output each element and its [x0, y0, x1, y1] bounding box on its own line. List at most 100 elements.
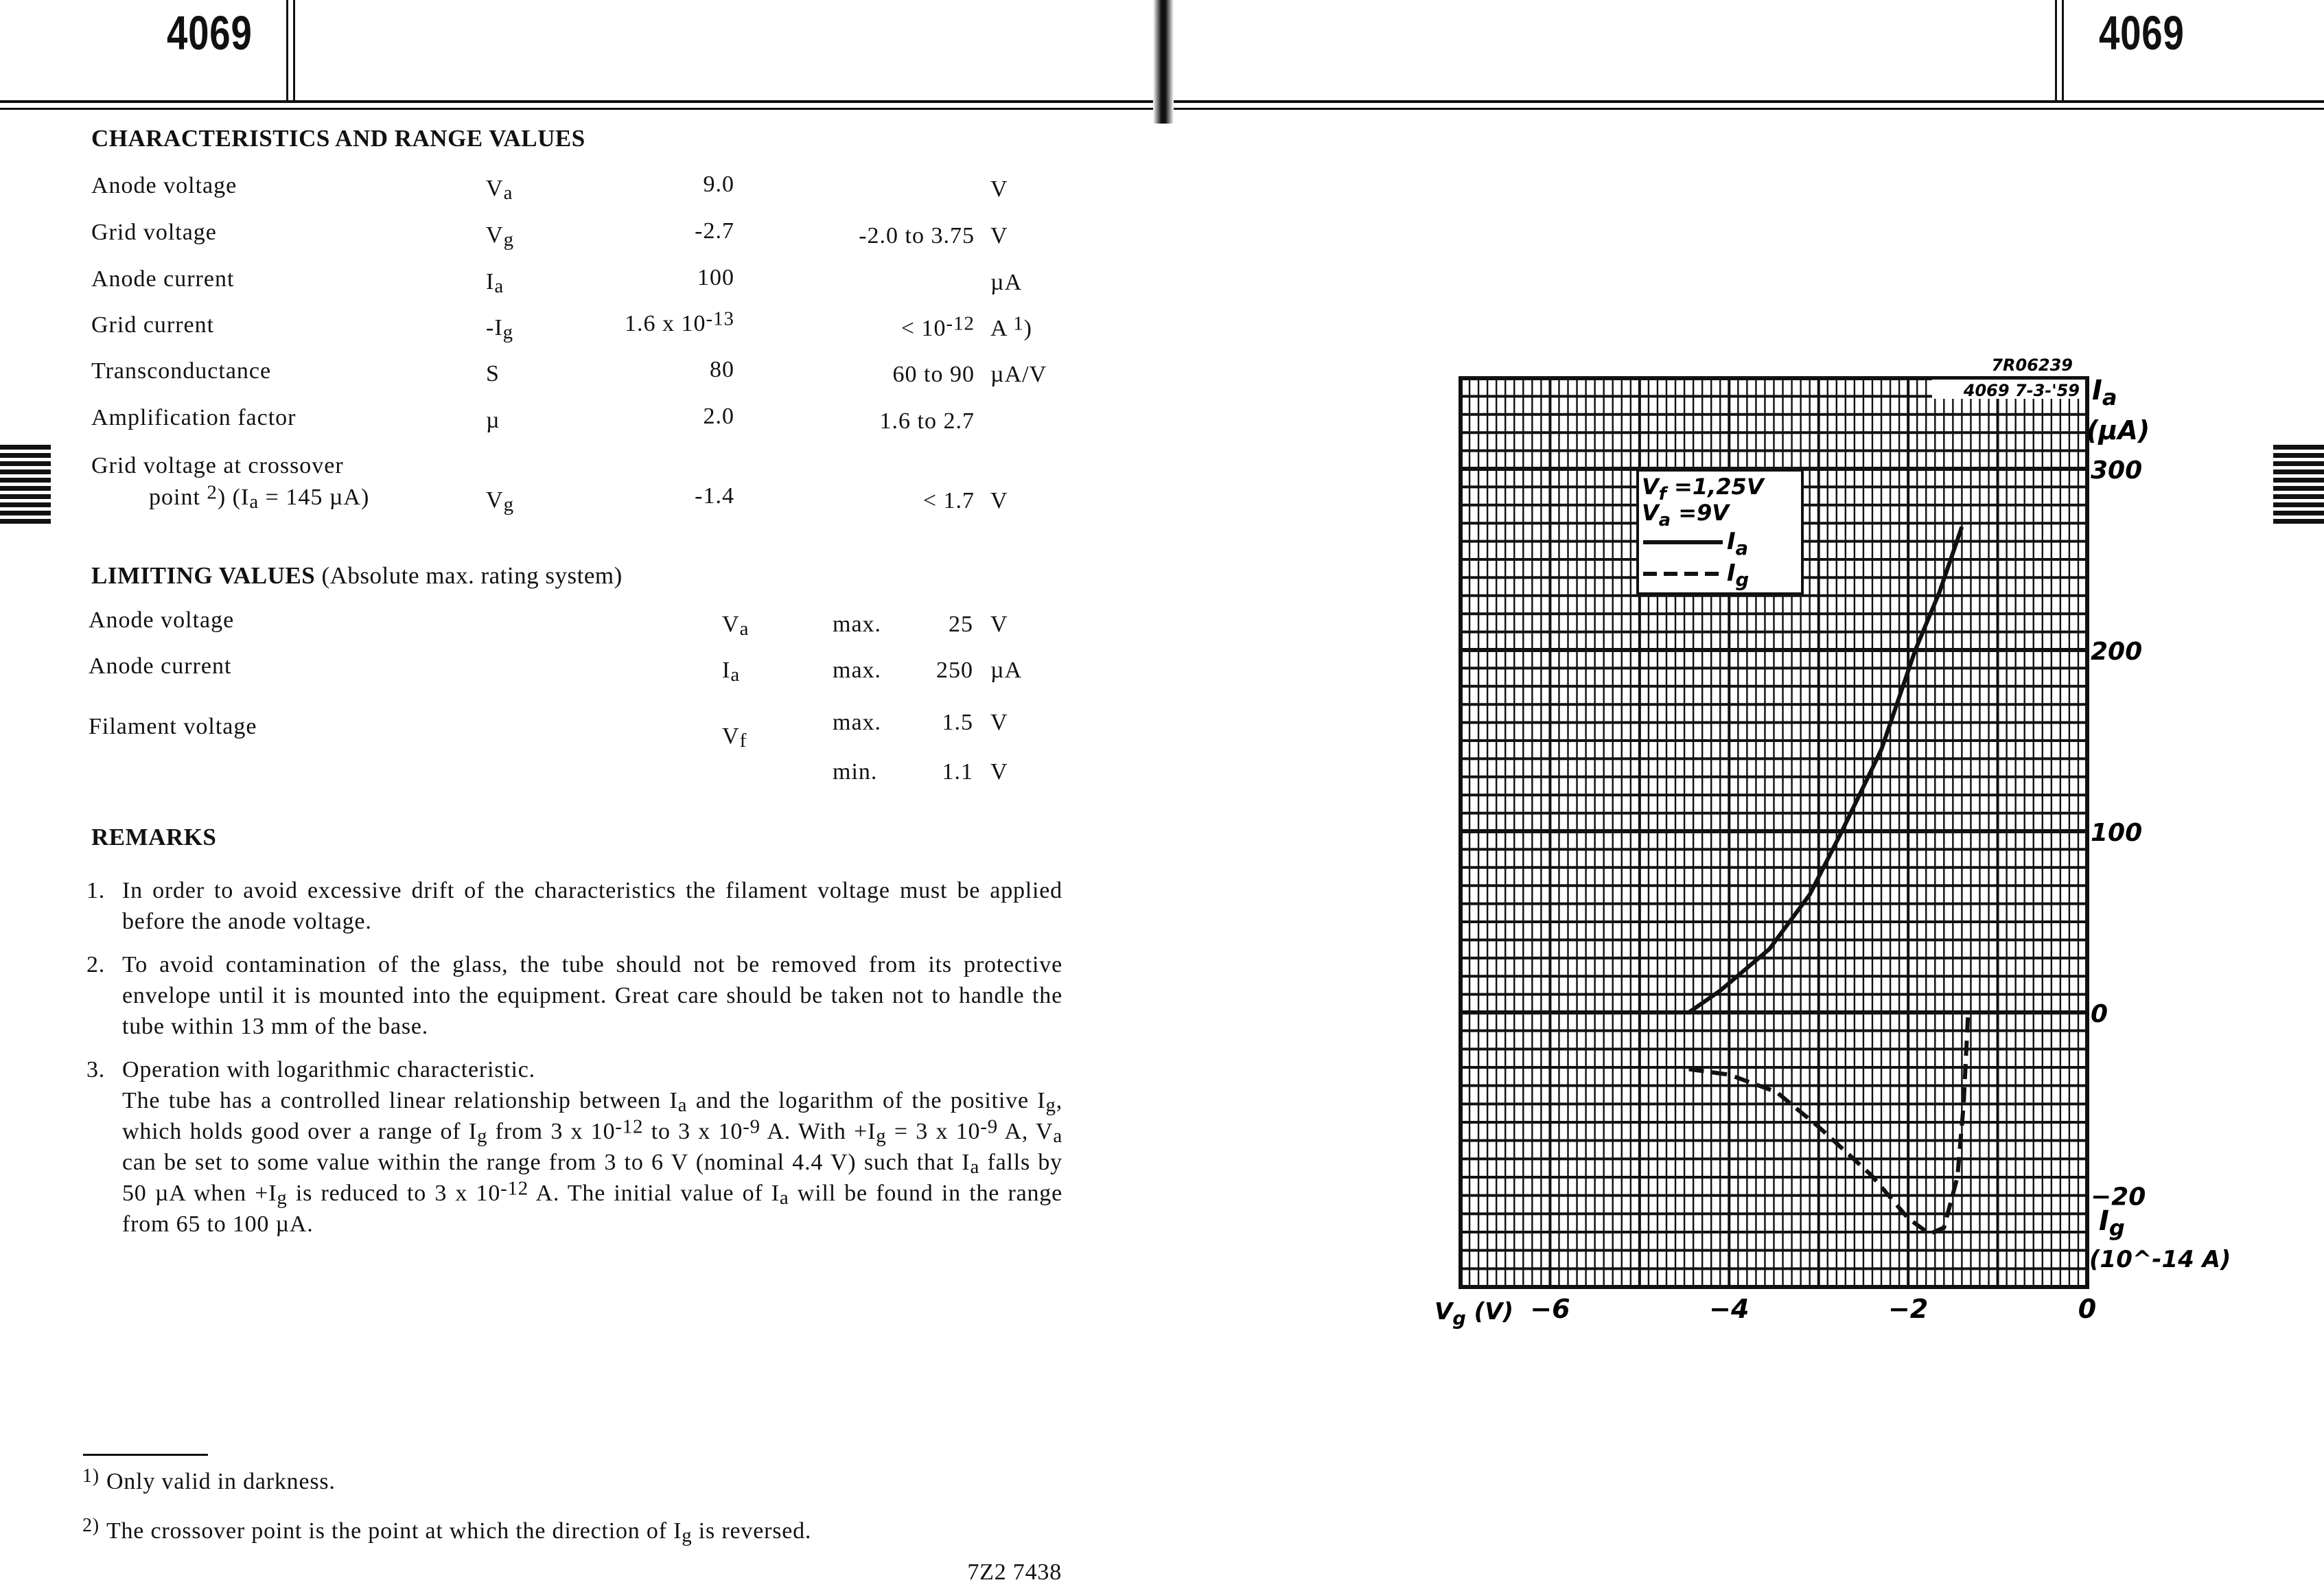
- remarks-list: 1. In order to avoid excessive drift of t…: [86, 875, 1062, 1252]
- row-symbol: Ia: [486, 269, 504, 298]
- remark-text: To avoid contamination of the glass, the…: [122, 949, 1062, 1042]
- margin-marks: [2273, 445, 2324, 527]
- footnote-1: 1) Only valid in darkness.: [82, 1465, 336, 1495]
- y-tick-label: 100: [2091, 819, 2142, 847]
- remark-paragraph: To avoid contamination of the glass, the…: [122, 952, 1062, 1039]
- series-ig: [1688, 1012, 1971, 1236]
- margin-marks: [0, 445, 51, 527]
- row-value: 250: [936, 658, 973, 683]
- binding-shadow: [1153, 0, 1174, 124]
- remark-number: 3.: [86, 1057, 106, 1082]
- limiting-row: Filament voltage Vf max. 1.5 V: [0, 710, 1098, 755]
- row-qualifier: max.: [833, 658, 882, 683]
- row-label: Grid current: [91, 312, 215, 338]
- row-range: 1.6 to 2.7: [879, 408, 975, 434]
- characteristic-row: Anode current Ia 100 µA: [0, 265, 1098, 308]
- limiting-subtitle: (Absolute max. rating system): [321, 562, 623, 589]
- remark-paragraph: In order to avoid excessive drift of the…: [122, 878, 1062, 934]
- row-unit: µA: [990, 270, 1023, 295]
- row-unit: V: [990, 759, 1008, 785]
- row-qualifier: min.: [833, 759, 878, 785]
- row-value: 9.0: [703, 172, 734, 197]
- remark-item: 3. Operation with logarithmic characteris…: [86, 1054, 1062, 1240]
- remark-paragraph: Operation with logarithmic characteristi…: [122, 1057, 535, 1082]
- characteristic-row: Amplification factor µ 2.0 1.6 to 2.7: [0, 404, 1098, 446]
- row-range: -2.0 to 3.75: [859, 223, 975, 248]
- y-upper-unit: (µA): [2087, 415, 2150, 445]
- plot-frame: [1459, 376, 2089, 1289]
- footnote-text: The crossover point is the point at whic…: [106, 1518, 812, 1547]
- y-lower-unit: (10^-14 A): [2089, 1246, 2231, 1273]
- y-upper-label: Ia: [2092, 375, 2117, 410]
- row-unit: V: [990, 710, 1008, 735]
- header-divider: [293, 0, 295, 103]
- row-value: 1.6 x 10-13: [624, 308, 734, 336]
- row-label: Anode current: [89, 653, 232, 679]
- series-ia: [1687, 526, 1964, 1014]
- y-tick-label: −20: [2091, 1183, 2146, 1211]
- row-symbol: Vg: [486, 487, 515, 516]
- row-unit: V: [990, 176, 1008, 202]
- row-unit: µA: [990, 658, 1023, 683]
- x-tick-label: −6: [1530, 1294, 1570, 1324]
- remark-number: 1.: [86, 878, 106, 903]
- row-symbol: Va: [486, 176, 513, 205]
- row-unit: µA/V: [990, 362, 1047, 387]
- footnote-mark: 1): [82, 1465, 100, 1487]
- limiting-row: min. 1.1 V: [0, 755, 1098, 796]
- footnote-text: Only valid in darkness.: [106, 1469, 336, 1494]
- figure-code: 7Z2 7438: [967, 1559, 1062, 1585]
- footnote-2: 2) The crossover point is the point at wh…: [82, 1515, 1062, 1547]
- row-unit: V: [990, 612, 1008, 637]
- row-value: 2.0: [703, 404, 734, 429]
- row-label: Transconductance: [91, 358, 272, 384]
- row-value: -1.4: [695, 483, 734, 509]
- characteristic-row: Grid voltage at crossover point 2) (Ia = …: [0, 453, 1098, 515]
- row-symbol: Ia: [722, 658, 741, 686]
- characteristic-row: Grid current -Ig 1.6 x 10-13 < 10-12 A 1): [0, 308, 1098, 353]
- row-label: Anode voltage: [89, 607, 235, 633]
- remark-item: 2. To avoid contamination of the glass, t…: [86, 949, 1062, 1042]
- footnote-rule: [83, 1454, 208, 1456]
- remark-number: 2.: [86, 952, 106, 977]
- remark-item: 1. In order to avoid excessive drift of t…: [86, 875, 1062, 937]
- row-unit: A 1): [990, 312, 1032, 341]
- characteristic-row: Grid voltage Vg -2.7 -2.0 to 3.75 V: [0, 218, 1098, 261]
- legend-condition: Vf =1,25V: [1642, 474, 1765, 504]
- x-axis-label: Vg (V): [1434, 1298, 1513, 1330]
- limiting-title-text: LIMITING VALUES: [91, 562, 316, 589]
- characteristic-row: Anode voltage Va 9.0 V: [0, 172, 1098, 214]
- row-unit: V: [990, 488, 1008, 513]
- row-value: 25: [949, 612, 973, 637]
- page-number-right: 4069: [2099, 6, 2185, 60]
- x-tick-label: −2: [1888, 1294, 1928, 1324]
- row-symbol: -Ig: [486, 315, 514, 344]
- row-label: Grid voltage: [91, 220, 217, 245]
- row-label: Amplification factor: [91, 405, 297, 430]
- y-tick-label: 300: [2091, 456, 2142, 485]
- row-range: 60 to 90: [892, 362, 975, 387]
- remark-paragraph: The tube has a controlled linear relatio…: [122, 1088, 1062, 1237]
- stamp-box: [1932, 380, 2085, 399]
- remark-text: Operation with logarithmic characteristi…: [122, 1054, 1062, 1240]
- header-divider: [2055, 0, 2057, 103]
- y-tick-label: 200: [2091, 638, 2142, 666]
- row-value: 1.1: [942, 759, 973, 785]
- page-number-left: 4069: [167, 6, 253, 60]
- row-value: -2.7: [695, 218, 734, 244]
- limiting-row: Anode voltage Va max. 25 V: [0, 607, 1098, 649]
- characteristics-title: CHARACTERISTICS AND RANGE VALUES: [91, 125, 585, 152]
- row-value: 1.5: [942, 710, 973, 735]
- row-unit: V: [990, 223, 1008, 248]
- row-range: < 10-12: [900, 312, 975, 341]
- legend-condition: Va =9V: [1642, 500, 1730, 531]
- row-label: Anode voltage: [91, 173, 237, 198]
- footnote-mark: 2): [82, 1515, 100, 1536]
- characteristic-row: Transconductance S 80 60 to 90 µA/V: [0, 357, 1098, 399]
- row-label-cont: point 2) (Ia = 145 µA): [149, 481, 370, 513]
- limiting-title: LIMITING VALUES (Absolute max. rating sy…: [91, 562, 623, 590]
- x-tick-label: −4: [1709, 1294, 1749, 1324]
- stamp-text: 4069 7-3-'59: [1963, 381, 2080, 400]
- limiting-row: Anode current Ia max. 250 µA: [0, 653, 1098, 695]
